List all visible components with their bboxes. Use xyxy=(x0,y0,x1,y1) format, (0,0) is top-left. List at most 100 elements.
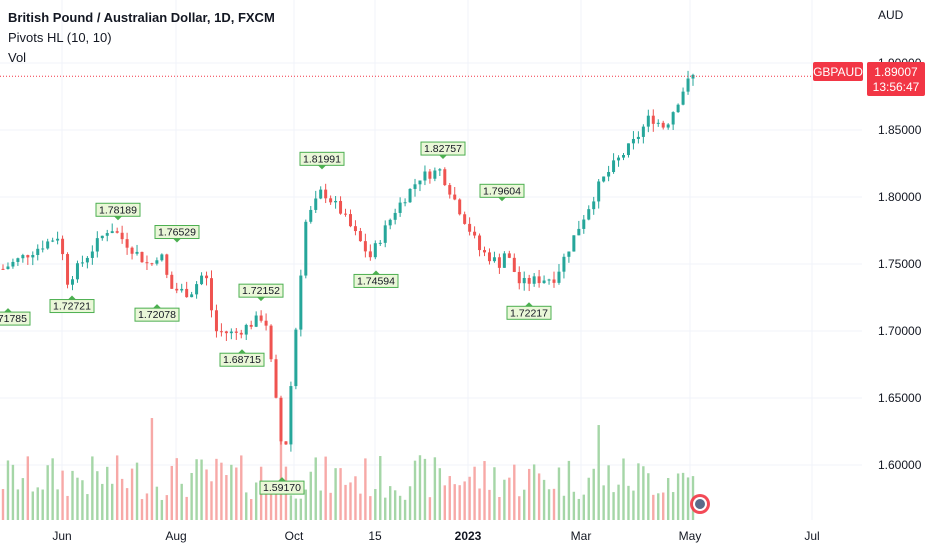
symbol-badge xyxy=(813,62,863,81)
candle-body xyxy=(100,235,104,239)
pivot-high-label: 1.82757 xyxy=(420,141,466,160)
volume-bar xyxy=(1,489,5,520)
candle-body xyxy=(507,253,511,258)
volume-bar xyxy=(314,457,317,520)
candle-body xyxy=(239,332,243,335)
candle-body xyxy=(190,294,194,298)
candle-body xyxy=(11,261,15,267)
candle-body xyxy=(130,247,134,254)
time-label: Aug xyxy=(165,529,186,543)
volume-bar xyxy=(155,486,159,520)
volume-bar xyxy=(250,499,253,520)
candle-body xyxy=(547,279,551,281)
volume-bar xyxy=(175,458,178,520)
svg-text:1.81991: 1.81991 xyxy=(303,153,341,165)
candle-body xyxy=(487,252,491,262)
candle-body xyxy=(626,143,630,156)
candle-body xyxy=(214,310,218,332)
candle-body xyxy=(41,248,45,250)
volume-bar xyxy=(130,468,134,520)
candle-body xyxy=(681,91,685,105)
candle-body xyxy=(671,112,675,125)
candle-body xyxy=(602,176,606,182)
volume-bar xyxy=(681,472,685,520)
last-price-badge: GBPAUD 1.89007 13:56:47 xyxy=(813,62,925,96)
candle-body xyxy=(175,288,179,291)
volume-bar xyxy=(686,477,690,520)
candle-body xyxy=(433,170,437,179)
candle-body xyxy=(75,263,79,280)
volume-bar xyxy=(369,496,372,520)
candle-body xyxy=(676,104,680,113)
volume-bar xyxy=(294,498,298,520)
volume-bar xyxy=(245,492,248,520)
candle-body xyxy=(304,221,308,276)
volume-bar xyxy=(552,488,556,520)
candles-layer xyxy=(1,70,695,452)
volume-bar xyxy=(31,491,34,520)
volume-bar xyxy=(379,456,382,520)
volume-bar xyxy=(339,468,342,520)
candle-body xyxy=(125,239,129,248)
candle-body xyxy=(532,276,536,284)
volume-bar xyxy=(508,477,511,520)
time-label: Jul xyxy=(804,529,819,543)
candle-body xyxy=(36,248,40,255)
candle-body xyxy=(344,213,348,215)
candle-body xyxy=(363,241,367,252)
volume-bar xyxy=(483,461,486,520)
candle-body xyxy=(631,138,635,144)
volume-bar xyxy=(91,456,94,520)
logo-mark xyxy=(690,494,710,514)
volume-bar xyxy=(587,477,590,520)
volume-bar xyxy=(200,459,203,520)
candle-body xyxy=(105,233,109,236)
volume-bar xyxy=(393,490,397,520)
candle-body xyxy=(56,238,60,241)
candle-body xyxy=(26,255,30,258)
candle-body xyxy=(686,78,690,92)
candle-body xyxy=(135,251,139,254)
legend-indicator[interactable]: Pivots HL (10, 10) xyxy=(8,30,112,45)
candle-body xyxy=(622,155,626,158)
volume-bar xyxy=(125,488,129,520)
candle-body xyxy=(587,209,591,220)
candle-body xyxy=(46,241,50,249)
chart-legend: British Pound / Australian Dollar, 1D, F… xyxy=(8,8,275,68)
svg-text:1.71785: 1.71785 xyxy=(0,313,27,325)
volume-bar xyxy=(165,495,169,520)
candle-body xyxy=(234,331,238,333)
candle-body xyxy=(259,315,263,321)
volume-bar xyxy=(106,466,109,520)
volume-bar xyxy=(607,465,610,520)
volume-bar xyxy=(71,470,74,520)
volume-bar xyxy=(309,471,312,520)
candle-body xyxy=(85,257,89,263)
volume-bar xyxy=(274,492,278,520)
pivot-low-label: 1.68715 xyxy=(219,349,265,367)
candle-body xyxy=(195,284,199,295)
volume-bar xyxy=(388,486,392,520)
volume-bar xyxy=(398,495,402,520)
volume-bar xyxy=(408,486,412,520)
volume-bar xyxy=(140,499,144,520)
candle-body xyxy=(636,136,640,139)
candle-body xyxy=(299,275,303,330)
candle-body xyxy=(572,235,576,252)
volume-bar xyxy=(637,463,640,520)
countdown-text: 13:56:47 xyxy=(873,80,920,94)
price-tick: 1.80000 xyxy=(878,190,922,204)
svg-text:1.78189: 1.78189 xyxy=(99,204,137,216)
volume-bar xyxy=(428,497,432,520)
pivot-low-label: 1.72721 xyxy=(49,295,95,314)
volume-bar xyxy=(532,464,536,520)
legend-volume[interactable]: Vol xyxy=(8,50,27,65)
candle-body xyxy=(324,189,328,199)
pivot-high-label: 1.78189 xyxy=(95,202,141,221)
svg-text:1.72078: 1.72078 xyxy=(138,309,176,321)
candle-body xyxy=(537,276,541,284)
candle-body xyxy=(398,202,402,213)
candle-body xyxy=(6,266,10,269)
volume-bar xyxy=(36,487,39,520)
